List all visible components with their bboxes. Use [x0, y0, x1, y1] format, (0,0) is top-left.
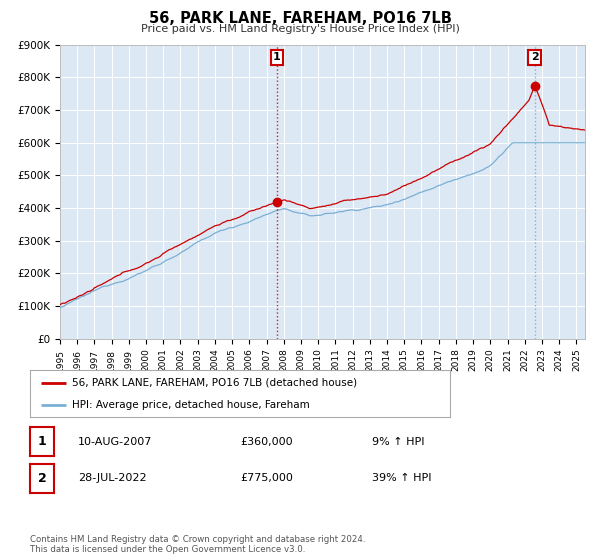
Text: 9% ↑ HPI: 9% ↑ HPI	[372, 437, 425, 447]
Text: 56, PARK LANE, FAREHAM, PO16 7LB (detached house): 56, PARK LANE, FAREHAM, PO16 7LB (detach…	[72, 378, 357, 388]
Text: Contains HM Land Registry data © Crown copyright and database right 2024.
This d: Contains HM Land Registry data © Crown c…	[30, 535, 365, 554]
Text: 1: 1	[273, 52, 281, 62]
Text: 10-AUG-2007: 10-AUG-2007	[78, 437, 152, 447]
Text: Price paid vs. HM Land Registry's House Price Index (HPI): Price paid vs. HM Land Registry's House …	[140, 24, 460, 34]
Text: 2: 2	[530, 52, 538, 62]
Text: £775,000: £775,000	[240, 473, 293, 483]
Text: 2: 2	[38, 472, 46, 485]
Text: 1: 1	[38, 435, 46, 449]
Text: HPI: Average price, detached house, Fareham: HPI: Average price, detached house, Fare…	[72, 400, 310, 410]
Text: £360,000: £360,000	[240, 437, 293, 447]
Text: 56, PARK LANE, FAREHAM, PO16 7LB: 56, PARK LANE, FAREHAM, PO16 7LB	[149, 11, 451, 26]
Text: 28-JUL-2022: 28-JUL-2022	[78, 473, 146, 483]
Text: 39% ↑ HPI: 39% ↑ HPI	[372, 473, 431, 483]
